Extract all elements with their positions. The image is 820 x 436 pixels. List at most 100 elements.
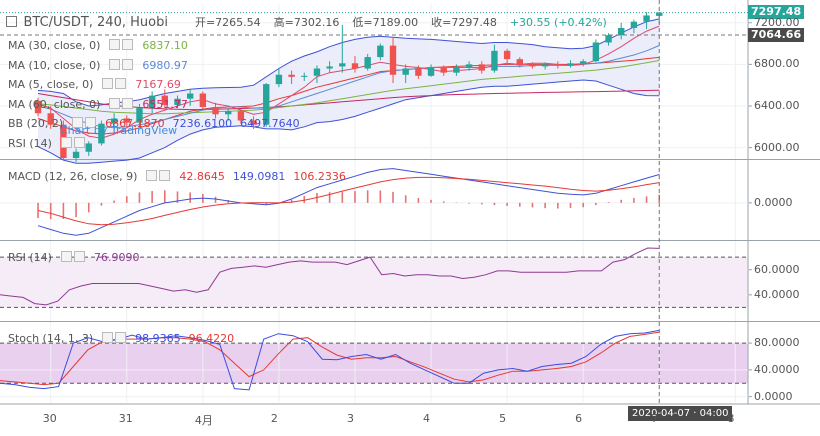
candle-body	[288, 74, 295, 77]
x-tick-label: 4	[423, 412, 431, 425]
candle-body	[377, 45, 384, 58]
close-icon[interactable]	[85, 117, 97, 128]
legend-value: 42.8645	[179, 170, 225, 183]
candle-body	[605, 35, 612, 43]
candle-up	[643, 12, 650, 29]
collapse-icon[interactable]	[6, 16, 17, 27]
gear-icon[interactable]	[102, 332, 114, 343]
low-label: 低=	[352, 16, 373, 29]
candle-down	[389, 37, 397, 84]
rsi-band-fill	[0, 257, 748, 308]
candle-down	[554, 61, 562, 69]
legend-label: RSI (14)	[8, 251, 52, 264]
candle-up	[592, 39, 600, 63]
candle-body	[313, 68, 321, 76]
candle-body	[237, 111, 245, 121]
candle-up	[326, 61, 333, 73]
candle-up	[579, 59, 587, 67]
candle-body	[136, 108, 143, 123]
candle-up	[630, 19, 638, 34]
candle-body	[301, 75, 308, 77]
symbol-title: BTC/USDT, 240, Huobi	[23, 15, 168, 30]
candle-body	[541, 64, 549, 67]
candle-body	[275, 74, 283, 85]
close-icon[interactable]	[122, 58, 134, 70]
candle-down	[351, 56, 359, 73]
candle-up	[618, 22, 625, 40]
legend-value: 6980.97	[142, 58, 188, 72]
close-icon[interactable]	[73, 136, 85, 148]
close-icon[interactable]	[159, 170, 171, 181]
close-icon[interactable]	[122, 97, 134, 109]
signal-line	[37, 176, 660, 226]
gear-icon[interactable]	[102, 78, 114, 89]
price-legend-row: BB (20, 2) 6867.1870 7236.6100 6497.7640	[8, 117, 300, 130]
high-value: 7302.16	[293, 16, 340, 29]
candle-body	[212, 107, 219, 115]
y-tick-label: 80.0000	[754, 336, 800, 350]
close-icon[interactable]	[115, 332, 127, 343]
candle-down	[503, 48, 511, 64]
close-icon[interactable]	[122, 39, 134, 50]
gear-icon[interactable]	[109, 58, 121, 70]
candle-body	[72, 151, 80, 158]
legend-value: 98.9365	[135, 332, 181, 345]
close-icon[interactable]	[73, 251, 85, 262]
candle-up	[427, 64, 435, 77]
candle-down	[47, 105, 54, 129]
candle-body	[453, 67, 460, 73]
candle-body	[148, 95, 156, 109]
candle-up	[136, 103, 143, 127]
legend-value: 96.4220	[188, 332, 235, 345]
candle-body	[554, 64, 562, 66]
candle-body	[440, 67, 447, 73]
candle-up	[313, 65, 321, 84]
candle-up	[301, 72, 308, 81]
gear-icon[interactable]	[109, 39, 121, 50]
chart-header: BTC/USDT, 240, Huobi 开=7265.54 高=7302.16…	[6, 16, 607, 30]
x-tick-label: 7	[651, 412, 659, 425]
candle-up	[453, 64, 460, 76]
candle-body	[225, 111, 232, 115]
close-value: 7297.48	[451, 16, 497, 29]
macd-legend: MACD (12, 26, close, 9) 42.8645 149.0981 10…	[8, 170, 346, 183]
candle-up	[98, 120, 105, 146]
candle-up	[339, 24, 346, 73]
candle-body	[415, 68, 422, 76]
candle-body	[529, 65, 536, 67]
x-tick-label: 3	[346, 412, 354, 425]
x-tick-label: 2	[270, 412, 278, 425]
candle-down	[288, 70, 295, 85]
candle-body	[199, 93, 207, 108]
watermark: Chart by TradingView	[60, 124, 178, 137]
candle-up	[110, 113, 118, 130]
x-tick-label: 4月	[194, 414, 213, 427]
candle-down	[34, 97, 42, 117]
candle-up	[263, 83, 270, 127]
last-price-tag: 7297.48	[748, 5, 805, 19]
gear-icon[interactable]	[146, 170, 158, 181]
candle-body	[174, 98, 181, 105]
close-icon[interactable]	[115, 78, 127, 89]
gear-icon[interactable]	[109, 97, 121, 109]
gear-icon[interactable]	[60, 251, 72, 262]
gear-icon[interactable]	[60, 136, 72, 148]
legend-label: MACD (12, 26, close, 9)	[8, 170, 138, 183]
legend-label: MA (60, close, 0)	[8, 97, 101, 111]
legend-label: BB (20, 2)	[8, 117, 64, 130]
x-tick-label: 31	[118, 412, 133, 425]
candle-body	[186, 93, 194, 99]
candle-body	[643, 15, 650, 22]
candle-body	[389, 45, 397, 75]
candle-up	[225, 108, 232, 121]
candle-body	[516, 59, 523, 66]
gear-icon[interactable]	[72, 117, 84, 128]
legend-label: RSI (14)	[8, 136, 52, 150]
candle-up	[275, 68, 283, 88]
legend-label: MA (10, close, 0)	[8, 58, 101, 72]
candle-body	[478, 64, 485, 71]
high-label: 高=	[273, 16, 294, 29]
legend-value: 7236.6100	[172, 117, 233, 130]
y-tick-label: 0.0000	[754, 389, 793, 403]
